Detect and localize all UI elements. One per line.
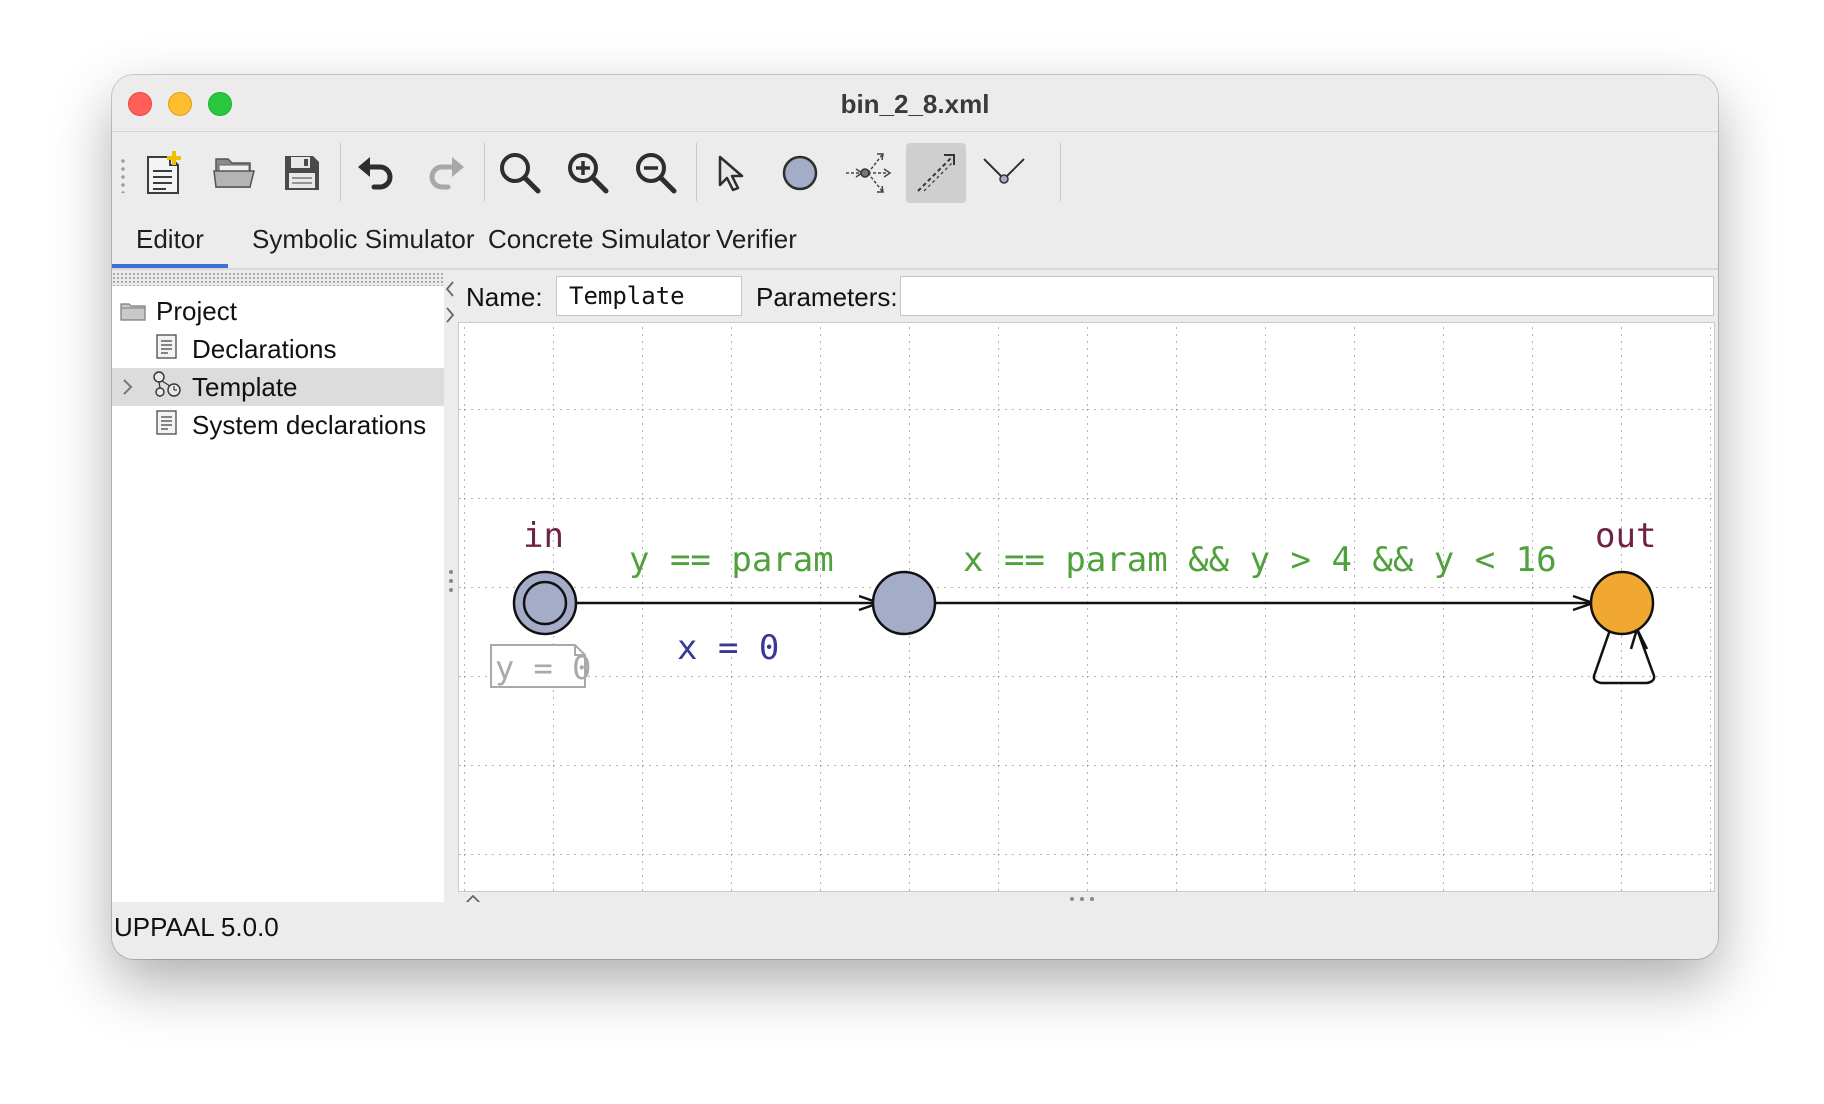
expand-right-icon[interactable]: [444, 306, 456, 324]
tree-item-label: Declarations: [192, 334, 337, 364]
undo-button[interactable]: [346, 143, 406, 203]
undo-arrow-icon: [358, 157, 393, 190]
collapse-left-icon[interactable]: [444, 280, 456, 298]
toolbar-separator: [1060, 143, 1061, 201]
add-edge-button[interactable]: [906, 143, 966, 203]
zoom-out-button[interactable]: [626, 143, 686, 203]
edge-out-self-loop[interactable]: [1592, 626, 1656, 685]
tab-verifier[interactable]: Verifier: [716, 224, 797, 254]
panel-splitter[interactable]: [444, 272, 458, 902]
document-icon: [156, 334, 177, 359]
splitter-grip-icon[interactable]: [447, 568, 455, 594]
document-icon: [156, 410, 177, 435]
location-in[interactable]: [512, 570, 578, 636]
edge-guard-2: x == param && y > 4 && y < 16: [963, 540, 1557, 580]
redo-button[interactable]: [416, 143, 476, 203]
tree-item-declarations[interactable]: Declarations: [112, 330, 444, 368]
open-button[interactable]: [204, 143, 264, 203]
new-document-button[interactable]: [134, 143, 194, 203]
toolbar-separator: [484, 143, 485, 201]
redo-arrow-icon: [429, 157, 464, 190]
tab-editor[interactable]: Editor: [112, 213, 228, 269]
tree-item-label: Project: [156, 296, 237, 326]
magnifier-icon: [500, 153, 541, 194]
title-bar: bin_2_8.xml: [112, 75, 1718, 132]
location-circle-icon: [782, 155, 818, 191]
pointer-icon: [718, 155, 744, 192]
minimize-window-button[interactable]: [168, 92, 192, 116]
chevron-right-icon[interactable]: [122, 379, 134, 395]
window-title: bin_2_8.xml: [840, 89, 990, 119]
name-label: Name:: [466, 282, 543, 312]
new-document-icon: [147, 151, 181, 194]
folder-icon: [120, 303, 146, 321]
edge-guard-1: y == param: [629, 540, 834, 580]
app-window: bin_2_8.xml: [112, 75, 1718, 959]
zoom-in-button[interactable]: [558, 143, 618, 203]
add-branch-button[interactable]: [838, 143, 898, 203]
automaton-drawing: y = 0 in out y == param x = 0 x == param…: [459, 323, 1714, 891]
location-middle[interactable]: [871, 570, 937, 636]
tab-bar: Editor Symbolic Simulator Concrete Simul…: [112, 213, 1718, 269]
collapse-up-icon[interactable]: [464, 893, 482, 905]
location-name-in: in: [523, 516, 564, 556]
tabs-divider: [112, 268, 1718, 270]
tree-item-system-declarations[interactable]: System declarations: [112, 406, 444, 444]
invariant-note[interactable]: y = 0: [490, 644, 591, 688]
status-text: UPPAAL 5.0.0: [114, 912, 279, 942]
location-name-out: out: [1595, 516, 1656, 556]
toolbar: [112, 133, 1718, 213]
close-window-button[interactable]: [128, 92, 152, 116]
parameters-input[interactable]: [900, 276, 1714, 316]
tree-item-label: Template: [192, 372, 298, 402]
zoom-in-icon: [568, 153, 609, 194]
save-disk-icon: [285, 156, 319, 190]
template-header: Name: Template Parameters:: [458, 272, 1718, 322]
panel-drag-handle[interactable]: [112, 272, 444, 286]
location-out[interactable]: [1589, 570, 1655, 636]
zoom-fit-button[interactable]: [490, 143, 550, 203]
tab-symbolic-simulator[interactable]: Symbolic Simulator: [252, 224, 475, 254]
save-button[interactable]: [272, 143, 332, 203]
edge-arrow-icon: [917, 154, 955, 192]
select-tool-button[interactable]: [702, 143, 762, 203]
nail-icon: [983, 158, 1025, 184]
toolbar-separator: [696, 143, 697, 201]
tab-concrete-simulator[interactable]: Concrete Simulator: [488, 224, 711, 254]
template-canvas[interactable]: y = 0 in out y == param x = 0 x == param…: [458, 322, 1715, 892]
parameters-label: Parameters:: [756, 282, 898, 312]
open-folder-icon: [213, 158, 255, 188]
tree-item-label: System declarations: [192, 410, 427, 440]
canvas-grid: [459, 323, 1714, 891]
status-bar: UPPAAL 5.0.0: [112, 902, 1718, 959]
zoom-out-icon: [636, 153, 677, 194]
add-location-button[interactable]: [770, 143, 830, 203]
horizontal-grip-icon[interactable]: [1068, 895, 1096, 903]
branch-point-icon: [846, 153, 892, 193]
project-tree-panel: Project Declarations: [112, 272, 444, 902]
edge-update-1: x = 0: [677, 628, 779, 668]
invariant-text: y = 0: [495, 649, 591, 687]
tree-item-template[interactable]: Template: [112, 368, 444, 406]
maximize-window-button[interactable]: [208, 92, 232, 116]
tree-item-project[interactable]: Project: [112, 292, 444, 330]
add-nail-button[interactable]: [974, 143, 1034, 203]
toolbar-grip[interactable]: [120, 157, 126, 193]
toolbar-separator: [340, 143, 341, 201]
template-name-input[interactable]: Template: [556, 276, 742, 316]
template-icon: [153, 371, 181, 397]
